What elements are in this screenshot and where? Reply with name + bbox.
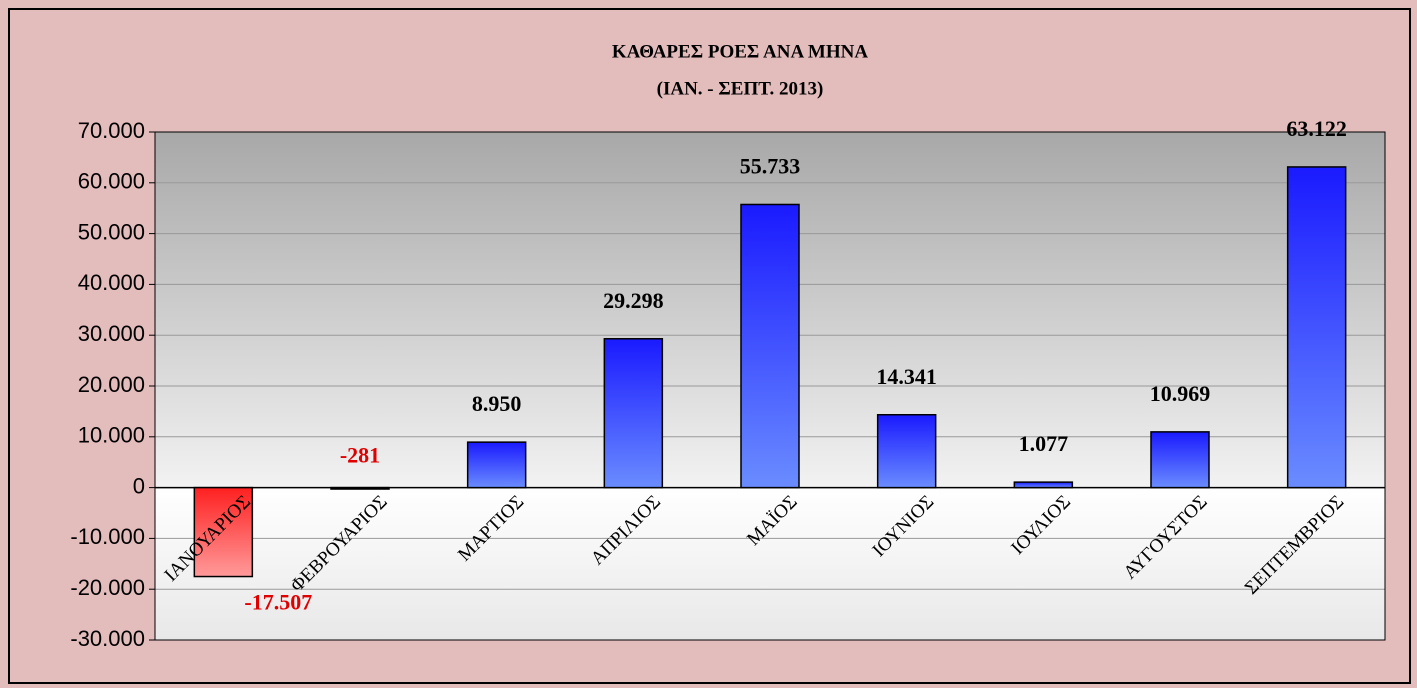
- y-tick-label: 60.000: [78, 169, 145, 194]
- y-tick-label: 70.000: [78, 118, 145, 143]
- bar: [603, 338, 664, 489]
- chart-subtitle: (ΙΑΝ. - ΣΕΠΤ. 2013): [657, 78, 824, 99]
- bar: [740, 203, 800, 489]
- value-label: 55.733: [740, 154, 801, 179]
- value-label: 8.950: [472, 391, 522, 416]
- plot-bottom: [155, 487, 1385, 640]
- value-label: 14.341: [876, 364, 937, 389]
- value-label: 63.122: [1286, 116, 1347, 141]
- bar: [1150, 431, 1210, 489]
- bar: [330, 486, 390, 490]
- bar: [193, 486, 254, 578]
- y-tick-label: 50.000: [78, 219, 145, 244]
- chart-title: ΚΑΘΑΡΕΣ ΡΟΕΣ ΑΝΑ ΜΗΝΑ: [612, 41, 868, 62]
- bar: [1286, 166, 1347, 489]
- value-label: -281: [340, 443, 380, 468]
- bar: [1013, 481, 1074, 489]
- value-label: -17.507: [244, 590, 312, 615]
- y-tick-label: 0: [133, 473, 145, 498]
- value-label: 10.969: [1150, 381, 1211, 406]
- y-tick-label: -30.000: [70, 626, 145, 651]
- value-label: 29.298: [603, 288, 664, 313]
- y-tick-label: 30.000: [78, 321, 145, 346]
- bar: [876, 413, 937, 489]
- y-tick-label: -20.000: [70, 575, 145, 600]
- y-tick-label: -10.000: [70, 524, 145, 549]
- value-label: 1.077: [1019, 431, 1069, 456]
- y-tick-label: 10.000: [78, 423, 145, 448]
- y-tick-label: 20.000: [78, 372, 145, 397]
- y-tick-label: 40.000: [78, 270, 145, 295]
- frame: [8, 8, 1411, 684]
- plot-border: [154, 131, 1386, 641]
- bar: [466, 441, 527, 489]
